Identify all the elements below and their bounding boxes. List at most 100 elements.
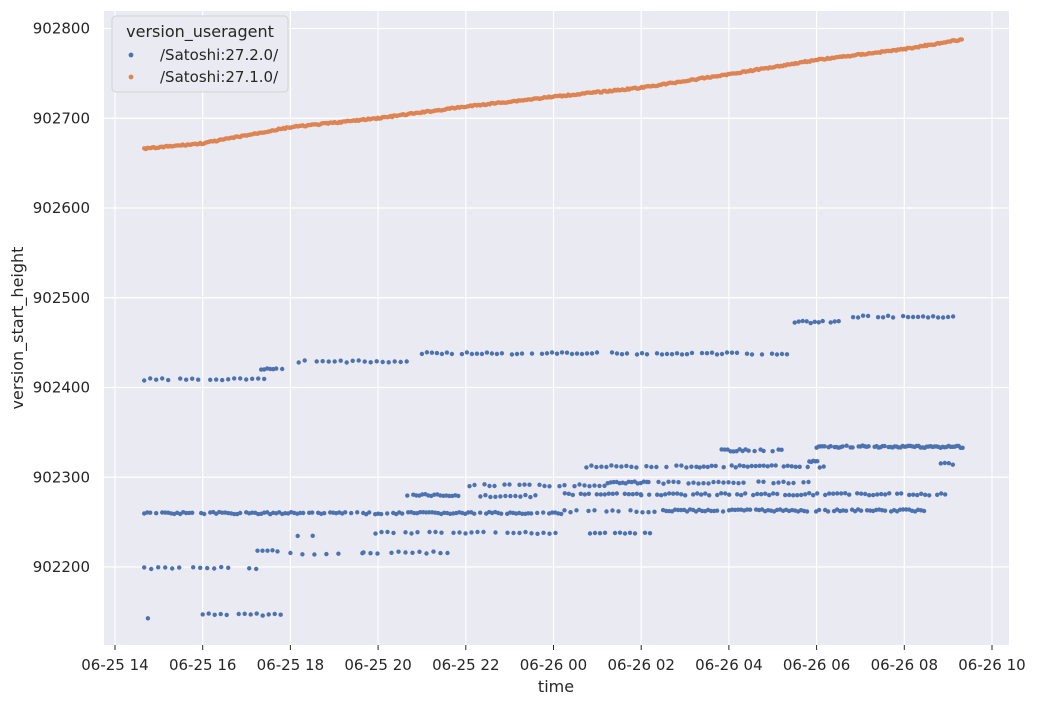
point-27-2-0 <box>739 492 744 498</box>
point-27-2-0 <box>463 531 468 536</box>
point-27-2-0 <box>761 463 766 468</box>
point-27-2-0 <box>499 351 505 356</box>
point-27-2-0 <box>835 491 840 496</box>
point-27-2-0 <box>562 483 567 488</box>
point-27-2-0 <box>747 507 753 512</box>
point-27-2-0 <box>400 511 405 516</box>
point-27-2-0 <box>529 531 534 536</box>
point-27-2-0 <box>887 491 892 496</box>
point-27-2-0 <box>666 479 671 484</box>
point-27-2-0 <box>759 352 765 357</box>
point-27-2-0 <box>761 479 766 484</box>
point-27-2-0 <box>769 351 775 356</box>
point-27-2-0 <box>507 482 512 487</box>
point-27-2-0 <box>296 360 301 365</box>
y-tick-label: 902300 <box>33 468 90 486</box>
point-27-2-0 <box>597 483 602 489</box>
point-27-2-0 <box>696 481 701 486</box>
point-27-2-0 <box>624 463 629 469</box>
point-27-2-0 <box>587 531 593 536</box>
point-27-2-0 <box>627 530 633 535</box>
point-27-2-0 <box>821 464 826 469</box>
point-27-2-0 <box>647 492 652 497</box>
point-27-2-0 <box>646 479 651 485</box>
point-27-2-0 <box>190 510 195 515</box>
point-27-2-0 <box>242 611 247 616</box>
point-27-2-0 <box>202 511 207 517</box>
point-27-2-0 <box>671 491 676 496</box>
point-27-2-0 <box>482 482 487 487</box>
point-27-2-0 <box>519 351 525 356</box>
point-27-2-0 <box>741 463 746 469</box>
point-27-2-0 <box>528 494 533 500</box>
point-27-2-0 <box>594 350 600 355</box>
point-27-2-0 <box>900 313 906 319</box>
x-axis-label: time <box>538 677 574 696</box>
point-27-2-0 <box>647 531 653 536</box>
point-27-2-0 <box>451 530 456 535</box>
point-27-2-0 <box>707 493 712 498</box>
point-27-2-0 <box>940 315 946 320</box>
point-27-2-0 <box>749 352 755 357</box>
point-27-2-0 <box>250 376 255 381</box>
point-27-2-0 <box>694 464 699 469</box>
point-27-2-0 <box>779 351 785 357</box>
point-27-2-0 <box>324 551 329 557</box>
point-27-2-0 <box>218 611 223 617</box>
point-27-2-0 <box>832 319 837 324</box>
point-27-2-0 <box>797 464 802 469</box>
point-27-2-0 <box>691 480 696 485</box>
point-27-2-0 <box>855 315 861 320</box>
point-27-2-0 <box>527 482 532 487</box>
point-27-2-0 <box>368 360 373 365</box>
point-27-2-0 <box>439 351 445 357</box>
point-27-2-0 <box>642 530 648 535</box>
point-27-2-0 <box>737 463 742 468</box>
point-27-2-0 <box>553 530 558 536</box>
point-27-2-0 <box>858 508 864 513</box>
point-27-2-0 <box>572 484 577 489</box>
point-27-2-0 <box>374 359 379 364</box>
point-27-2-0 <box>773 463 778 468</box>
point-27-2-0 <box>493 530 498 535</box>
x-tick-label: 06-25 20 <box>344 656 411 674</box>
point-27-2-0 <box>562 491 567 496</box>
point-27-2-0 <box>149 566 154 572</box>
point-27-2-0 <box>208 377 213 382</box>
point-27-2-0 <box>586 491 591 496</box>
point-27-2-0 <box>622 491 627 496</box>
point-27-2-0 <box>474 351 480 356</box>
point-27-2-0 <box>356 358 361 363</box>
point-27-2-0 <box>803 492 808 497</box>
legend-box <box>111 15 289 93</box>
legend-label-27-1-0: /Satoshi:27.1.0/ <box>160 68 279 86</box>
point-27-2-0 <box>823 492 828 498</box>
point-27-2-0 <box>907 492 912 498</box>
point-27-2-0 <box>574 351 580 356</box>
point-27-2-0 <box>270 548 275 553</box>
point-27-2-0 <box>592 483 597 488</box>
point-27-2-0 <box>617 530 623 535</box>
point-27-2-0 <box>736 481 741 486</box>
point-27-2-0 <box>921 508 927 514</box>
y-tick-label: 902600 <box>33 199 90 217</box>
point-27-2-0 <box>232 376 237 381</box>
point-27-2-0 <box>498 494 503 499</box>
point-27-2-0 <box>220 377 225 383</box>
y-tick-label: 902800 <box>33 20 90 38</box>
point-27-2-0 <box>729 463 734 468</box>
point-27-2-0 <box>761 448 766 454</box>
point-27-2-0 <box>391 530 396 536</box>
point-27-2-0 <box>582 483 587 488</box>
point-27-2-0 <box>385 511 390 516</box>
point-27-2-0 <box>472 482 477 488</box>
point-27-2-0 <box>724 350 730 355</box>
legend-title: version_useragent <box>126 22 274 42</box>
point-27-2-0 <box>879 491 884 497</box>
point-27-2-0 <box>314 359 319 364</box>
x-tick-label: 06-25 16 <box>169 656 236 674</box>
point-27-2-0 <box>734 350 740 355</box>
point-27-2-0 <box>659 493 664 498</box>
point-27-2-0 <box>865 313 871 319</box>
point-27-2-0 <box>614 491 619 496</box>
